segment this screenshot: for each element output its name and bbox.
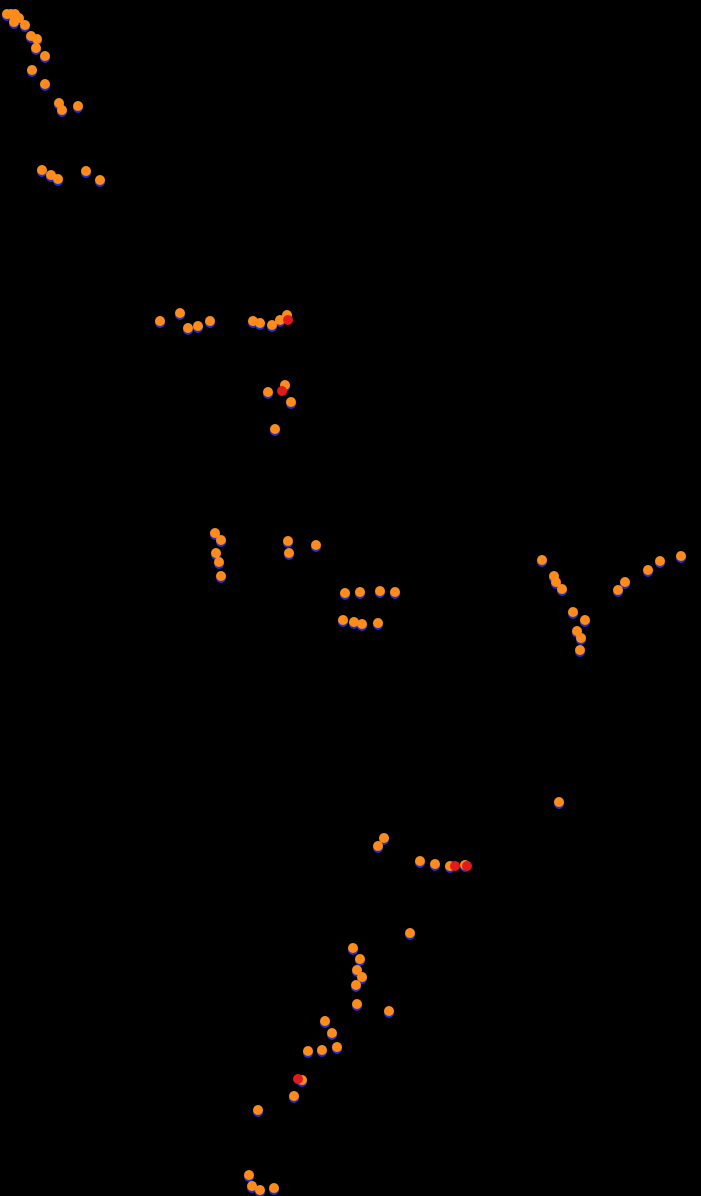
orange-main-marker [643,565,653,575]
orange-main-marker [263,387,273,397]
orange-main-marker [311,540,321,550]
orange-main-marker [214,557,224,567]
orange-main-marker [253,1105,263,1115]
orange-main-marker [568,607,578,617]
red-accent-marker [277,386,287,396]
red-accent-marker [293,1074,303,1084]
orange-main-marker [355,954,365,964]
orange-main-marker [415,856,425,866]
orange-main-marker [537,555,547,565]
orange-main-marker [73,101,83,111]
red-accent-marker [283,315,293,325]
orange-main-marker [375,586,385,596]
orange-main-marker [332,1042,342,1052]
orange-main-marker [575,645,585,655]
orange-main-marker [576,633,586,643]
orange-main-marker [351,980,361,990]
red-accent-marker [462,861,472,871]
orange-main-marker [655,556,665,566]
orange-main-marker [40,51,50,61]
orange-main-marker [183,323,193,333]
orange-main-marker [95,175,105,185]
orange-main-marker [57,105,67,115]
orange-main-marker [554,797,564,807]
orange-main-marker [289,1091,299,1101]
orange-main-marker [286,397,296,407]
orange-main-marker [81,166,91,176]
orange-main-marker [269,1183,279,1193]
orange-main-marker [390,587,400,597]
orange-main-marker [284,548,294,558]
orange-main-marker [216,535,226,545]
orange-main-marker [9,17,19,27]
orange-main-marker [53,174,63,184]
red-accent-marker [450,861,460,871]
orange-main-marker [31,43,41,53]
orange-main-marker [327,1028,337,1038]
orange-main-marker [384,1006,394,1016]
orange-main-marker [20,20,30,30]
orange-main-marker [430,859,440,869]
orange-main-marker [27,65,37,75]
orange-main-marker [373,618,383,628]
orange-main-marker [255,318,265,328]
orange-main-marker [270,424,280,434]
orange-main-marker [357,619,367,629]
orange-main-marker [317,1045,327,1055]
orange-main-marker [355,587,365,597]
orange-main-marker [303,1046,313,1056]
orange-main-marker [613,585,623,595]
orange-main-marker [216,571,226,581]
orange-main-marker [338,615,348,625]
orange-main-marker [405,928,415,938]
orange-main-marker [255,1185,265,1195]
orange-main-marker [580,615,590,625]
orange-main-marker [557,584,567,594]
orange-main-marker [283,536,293,546]
orange-main-marker [379,833,389,843]
orange-main-marker [352,999,362,1009]
orange-main-marker [155,316,165,326]
orange-main-marker [175,308,185,318]
orange-main-marker [244,1170,254,1180]
orange-main-marker [348,943,358,953]
scatter-plot [0,0,701,1196]
orange-main-marker [676,551,686,561]
orange-main-marker [205,316,215,326]
orange-main-marker [620,577,630,587]
orange-main-marker [340,588,350,598]
orange-main-marker [320,1016,330,1026]
orange-main-marker [193,321,203,331]
orange-main-marker [40,79,50,89]
